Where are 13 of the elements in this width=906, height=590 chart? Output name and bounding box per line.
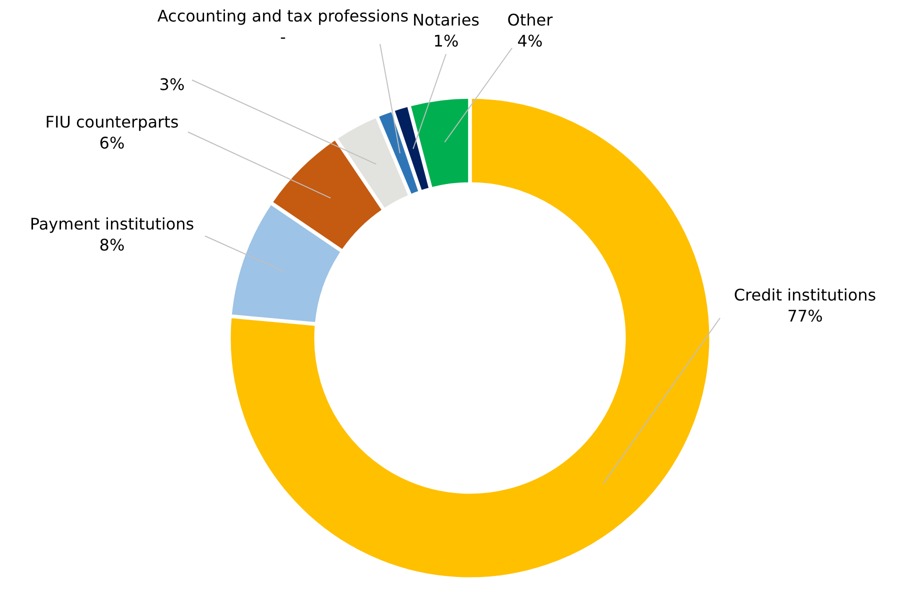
data-label: 8% (99, 236, 125, 254)
slice-label: Payment institutions (30, 214, 194, 234)
data-label: 3% (159, 75, 185, 94)
slice-label: Other (507, 10, 554, 30)
data-label: 77% (787, 306, 823, 326)
data-label: - (280, 28, 286, 46)
data-label: 6% (99, 134, 125, 152)
slice-label: Accounting and tax professions (157, 6, 409, 26)
slice-label: Credit institutions (734, 286, 876, 304)
data-label: 1% (433, 32, 459, 50)
slice-label: FIU counterparts (45, 112, 179, 132)
slice-label: Notaries (412, 10, 480, 30)
data-label: 4% (517, 32, 543, 50)
